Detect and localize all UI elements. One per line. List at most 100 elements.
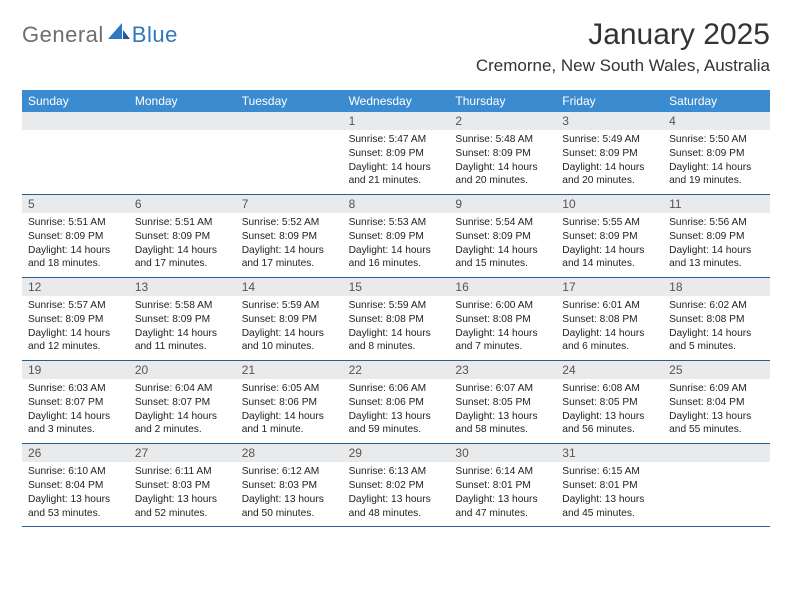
- day-number: 7: [236, 195, 343, 213]
- daylight-line: Daylight: 14 hours and 13 minutes.: [669, 244, 764, 272]
- day-details: Sunrise: 5:59 AMSunset: 8:08 PMDaylight:…: [343, 296, 450, 360]
- day-details: Sunrise: 5:52 AMSunset: 8:09 PMDaylight:…: [236, 213, 343, 277]
- sunrise-line: Sunrise: 6:14 AM: [455, 465, 550, 479]
- sunrise-line: Sunrise: 5:47 AM: [349, 133, 444, 147]
- calendar-cell: 11Sunrise: 5:56 AMSunset: 8:09 PMDayligh…: [663, 195, 770, 277]
- day-details: Sunrise: 5:54 AMSunset: 8:09 PMDaylight:…: [449, 213, 556, 277]
- sunset-line: Sunset: 8:09 PM: [349, 230, 444, 244]
- day-number: 20: [129, 361, 236, 379]
- weekday-label: Thursday: [449, 90, 556, 112]
- day-number: 2: [449, 112, 556, 130]
- calendar-cell: 22Sunrise: 6:06 AMSunset: 8:06 PMDayligh…: [343, 361, 450, 443]
- day-details: [663, 462, 770, 520]
- sunrise-line: Sunrise: 5:56 AM: [669, 216, 764, 230]
- sunset-line: Sunset: 8:03 PM: [242, 479, 337, 493]
- daylight-line: Daylight: 14 hours and 2 minutes.: [135, 410, 230, 438]
- sunset-line: Sunset: 8:05 PM: [562, 396, 657, 410]
- calendar-cell: 7Sunrise: 5:52 AMSunset: 8:09 PMDaylight…: [236, 195, 343, 277]
- calendar-cell: 24Sunrise: 6:08 AMSunset: 8:05 PMDayligh…: [556, 361, 663, 443]
- day-details: Sunrise: 6:09 AMSunset: 8:04 PMDaylight:…: [663, 379, 770, 443]
- daylight-line: Daylight: 14 hours and 6 minutes.: [562, 327, 657, 355]
- day-number: 23: [449, 361, 556, 379]
- sunrise-line: Sunrise: 5:59 AM: [242, 299, 337, 313]
- location-text: Cremorne, New South Wales, Australia: [476, 56, 770, 76]
- calendar-cell: [236, 112, 343, 194]
- calendar-cell: 3Sunrise: 5:49 AMSunset: 8:09 PMDaylight…: [556, 112, 663, 194]
- sunrise-line: Sunrise: 6:06 AM: [349, 382, 444, 396]
- day-number: 18: [663, 278, 770, 296]
- daylight-line: Daylight: 14 hours and 20 minutes.: [455, 161, 550, 189]
- daylight-line: Daylight: 13 hours and 53 minutes.: [28, 493, 123, 521]
- day-details: Sunrise: 6:02 AMSunset: 8:08 PMDaylight:…: [663, 296, 770, 360]
- sunrise-line: Sunrise: 6:04 AM: [135, 382, 230, 396]
- day-number: 25: [663, 361, 770, 379]
- sunrise-line: Sunrise: 6:13 AM: [349, 465, 444, 479]
- calendar-cell: 15Sunrise: 5:59 AMSunset: 8:08 PMDayligh…: [343, 278, 450, 360]
- day-number: 28: [236, 444, 343, 462]
- calendar-cell: 25Sunrise: 6:09 AMSunset: 8:04 PMDayligh…: [663, 361, 770, 443]
- daylight-line: Daylight: 14 hours and 11 minutes.: [135, 327, 230, 355]
- day-number: 6: [129, 195, 236, 213]
- weekday-label: Wednesday: [343, 90, 450, 112]
- sunset-line: Sunset: 8:08 PM: [669, 313, 764, 327]
- calendar-cell: 23Sunrise: 6:07 AMSunset: 8:05 PMDayligh…: [449, 361, 556, 443]
- calendar-week: 5Sunrise: 5:51 AMSunset: 8:09 PMDaylight…: [22, 195, 770, 278]
- day-details: Sunrise: 6:06 AMSunset: 8:06 PMDaylight:…: [343, 379, 450, 443]
- day-number: 10: [556, 195, 663, 213]
- daylight-line: Daylight: 13 hours and 48 minutes.: [349, 493, 444, 521]
- day-details: Sunrise: 5:50 AMSunset: 8:09 PMDaylight:…: [663, 130, 770, 194]
- daylight-line: Daylight: 13 hours and 56 minutes.: [562, 410, 657, 438]
- daylight-line: Daylight: 13 hours and 50 minutes.: [242, 493, 337, 521]
- sunset-line: Sunset: 8:09 PM: [28, 230, 123, 244]
- sunset-line: Sunset: 8:06 PM: [242, 396, 337, 410]
- day-number: 3: [556, 112, 663, 130]
- sunrise-line: Sunrise: 5:51 AM: [135, 216, 230, 230]
- calendar-cell: 9Sunrise: 5:54 AMSunset: 8:09 PMDaylight…: [449, 195, 556, 277]
- day-details: Sunrise: 5:51 AMSunset: 8:09 PMDaylight:…: [22, 213, 129, 277]
- day-number: 19: [22, 361, 129, 379]
- calendar-week: 19Sunrise: 6:03 AMSunset: 8:07 PMDayligh…: [22, 361, 770, 444]
- calendar-cell: 4Sunrise: 5:50 AMSunset: 8:09 PMDaylight…: [663, 112, 770, 194]
- sunrise-line: Sunrise: 5:55 AM: [562, 216, 657, 230]
- daylight-line: Daylight: 13 hours and 47 minutes.: [455, 493, 550, 521]
- day-details: Sunrise: 5:59 AMSunset: 8:09 PMDaylight:…: [236, 296, 343, 360]
- sunrise-line: Sunrise: 6:07 AM: [455, 382, 550, 396]
- daylight-line: Daylight: 14 hours and 10 minutes.: [242, 327, 337, 355]
- day-number: 29: [343, 444, 450, 462]
- day-number: 12: [22, 278, 129, 296]
- day-details: Sunrise: 6:15 AMSunset: 8:01 PMDaylight:…: [556, 462, 663, 526]
- sunset-line: Sunset: 8:09 PM: [669, 147, 764, 161]
- calendar-cell: [22, 112, 129, 194]
- day-number: 1: [343, 112, 450, 130]
- day-details: [22, 130, 129, 188]
- day-details: Sunrise: 5:47 AMSunset: 8:09 PMDaylight:…: [343, 130, 450, 194]
- sunset-line: Sunset: 8:06 PM: [349, 396, 444, 410]
- sunrise-line: Sunrise: 5:58 AM: [135, 299, 230, 313]
- sunset-line: Sunset: 8:05 PM: [455, 396, 550, 410]
- sunrise-line: Sunrise: 5:54 AM: [455, 216, 550, 230]
- sunset-line: Sunset: 8:09 PM: [562, 230, 657, 244]
- sunset-line: Sunset: 8:08 PM: [455, 313, 550, 327]
- logo-text-blue: Blue: [132, 22, 178, 48]
- calendar-cell: 27Sunrise: 6:11 AMSunset: 8:03 PMDayligh…: [129, 444, 236, 526]
- title-block: January 2025 Cremorne, New South Wales, …: [476, 18, 770, 76]
- sunset-line: Sunset: 8:04 PM: [669, 396, 764, 410]
- calendar-cell: 12Sunrise: 5:57 AMSunset: 8:09 PMDayligh…: [22, 278, 129, 360]
- sunset-line: Sunset: 8:09 PM: [242, 230, 337, 244]
- sunrise-line: Sunrise: 6:11 AM: [135, 465, 230, 479]
- day-number: 4: [663, 112, 770, 130]
- page-title: January 2025: [476, 18, 770, 52]
- day-number: [129, 112, 236, 130]
- day-number: 24: [556, 361, 663, 379]
- sunrise-line: Sunrise: 5:51 AM: [28, 216, 123, 230]
- day-details: Sunrise: 5:58 AMSunset: 8:09 PMDaylight:…: [129, 296, 236, 360]
- sunrise-line: Sunrise: 5:53 AM: [349, 216, 444, 230]
- calendar-week: 26Sunrise: 6:10 AMSunset: 8:04 PMDayligh…: [22, 444, 770, 527]
- logo-sail-icon: [108, 23, 130, 46]
- weekday-label: Monday: [129, 90, 236, 112]
- sunset-line: Sunset: 8:08 PM: [562, 313, 657, 327]
- day-number: 30: [449, 444, 556, 462]
- day-number: 22: [343, 361, 450, 379]
- daylight-line: Daylight: 13 hours and 52 minutes.: [135, 493, 230, 521]
- daylight-line: Daylight: 14 hours and 5 minutes.: [669, 327, 764, 355]
